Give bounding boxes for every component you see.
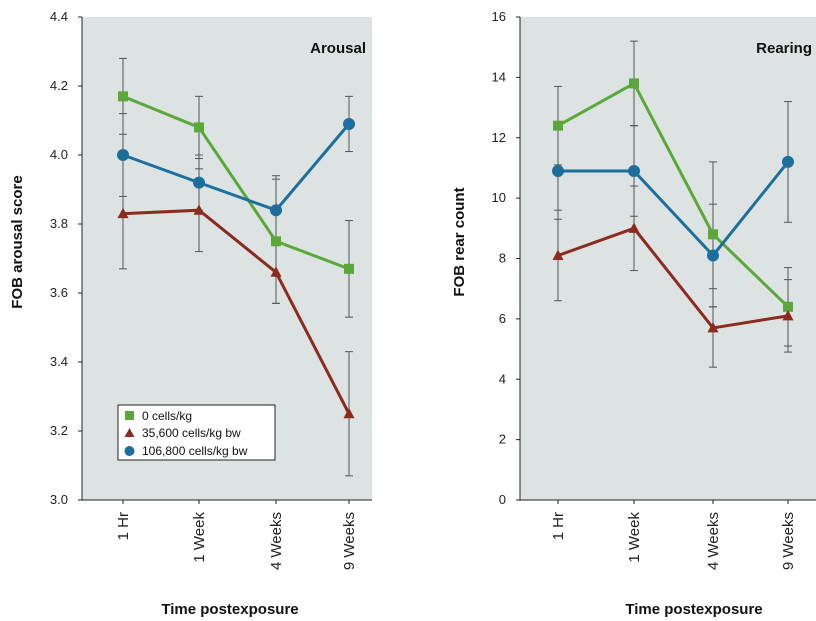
arousal-y-tick-label: 3.0 <box>50 492 68 507</box>
rearing-x-tick-label: 1 Week <box>626 512 643 563</box>
legend-marker-1 <box>124 428 135 437</box>
rearing-data-point <box>707 321 719 333</box>
arousal-x-axis-title: Time postexposure <box>161 601 298 618</box>
arousal-y-tick-label: 3.2 <box>50 423 68 438</box>
rearing-data-point <box>552 249 564 260</box>
arousal-x-tick-label: 1 Week <box>191 512 208 563</box>
rearing-x-ticks: 1 Hr 1 Week 4 Weeks 9 Weeks <box>550 500 797 570</box>
arousal-data-point <box>271 236 281 247</box>
arousal-data-point <box>344 263 354 274</box>
legend-label-0: 0 cells/kg <box>142 409 192 423</box>
arousal-data-point <box>343 407 355 419</box>
rearing-plot-background <box>520 17 816 500</box>
rearing-data-point <box>552 164 564 177</box>
rearing-x-tick-label: 4 Weeks <box>705 512 722 570</box>
legend-box <box>117 404 276 461</box>
arousal-data-point <box>194 122 204 133</box>
legend-label-2: 106,800 cells/kg bw <box>142 444 248 458</box>
rearing-series <box>552 40 794 368</box>
arousal-x-ticks: 1 Hr 1 Week 4 Weeks 9 Weeks <box>115 500 358 570</box>
rearing-y-tick-label: 0 <box>499 492 506 507</box>
rearing-data-point <box>629 78 639 89</box>
rearing-series-line-2 <box>558 160 790 258</box>
arousal-x-tick-label: 1 Hr <box>115 512 132 540</box>
arousal-series-line-2 <box>122 122 351 212</box>
arousal-y-tick-label: 4.4 <box>50 9 68 24</box>
arousal-series-line-1 <box>122 208 351 415</box>
rearing-y-ticks: 0 2 4 6 8 10 12 14 16 <box>492 9 520 507</box>
arousal-y-tick-label: 3.4 <box>50 354 68 369</box>
arousal-chart-title: Arousal <box>310 40 366 57</box>
rearing-series-line-0 <box>557 81 790 308</box>
rearing-data-point <box>708 229 718 240</box>
arousal-series <box>117 57 355 477</box>
arousal-y-tick-label: 3.6 <box>50 285 68 300</box>
legend-marker-2 <box>124 446 135 456</box>
rearing-data-point <box>628 222 640 233</box>
rearing-data-point <box>553 120 563 131</box>
rearing-y-tick-label: 6 <box>499 311 506 326</box>
rearing-chart: Rearing FOB rear count Time postexposure… <box>451 9 816 618</box>
arousal-y-tick-label: 4.0 <box>50 147 68 162</box>
arousal-y-tick-label: 4.2 <box>50 78 68 93</box>
rearing-y-tick-label: 2 <box>499 432 506 447</box>
rearing-x-tick-label: 9 Weeks <box>780 512 797 570</box>
rearing-y-tick-label: 10 <box>492 190 506 205</box>
legend-marker-0 <box>125 411 134 420</box>
legend: 0 cells/kg 35,600 cells/kg bw 106,800 ce… <box>117 404 276 461</box>
arousal-data-point <box>343 117 355 130</box>
arousal-data-point <box>117 149 129 161</box>
arousal-data-point <box>193 176 205 189</box>
arousal-y-ticks: 3.0 3.2 3.4 3.6 3.8 4.0 4.2 4.4 <box>50 9 82 507</box>
arousal-x-tick-label: 4 Weeks <box>268 512 285 570</box>
rearing-data-point <box>782 309 794 321</box>
legend-label-1: 35,600 cells/kg bw <box>142 426 241 440</box>
arousal-x-tick-label: 9 Weeks <box>341 512 358 570</box>
arousal-y-axis-title: FOB arousal score <box>9 175 26 308</box>
rearing-y-tick-label: 8 <box>499 251 506 266</box>
arousal-chart: Arousal FOB arousal score Time postexpos… <box>9 9 372 618</box>
rearing-data-point <box>783 301 793 312</box>
rearing-y-tick-label: 12 <box>492 130 506 145</box>
rearing-y-axis-title: FOB rear count <box>451 187 468 296</box>
rearing-chart-title: Rearing <box>756 40 812 57</box>
rearing-data-point <box>782 155 794 168</box>
arousal-data-point <box>118 91 128 102</box>
arousal-series-line-0 <box>122 94 350 271</box>
arousal-data-point <box>270 266 282 277</box>
rearing-y-tick-label: 14 <box>492 69 506 84</box>
rearing-x-tick-label: 1 Hr <box>550 512 567 540</box>
rearing-y-tick-label: 16 <box>492 9 506 24</box>
rearing-data-point <box>707 249 719 262</box>
rearing-series-line-1 <box>557 226 789 330</box>
arousal-y-tick-label: 3.8 <box>50 216 68 231</box>
arousal-data-point <box>193 204 205 215</box>
rearing-y-tick-label: 4 <box>499 371 506 386</box>
rearing-x-axis-title: Time postexposure <box>625 601 762 618</box>
arousal-data-point <box>117 207 129 219</box>
rearing-data-point <box>628 164 640 177</box>
arousal-data-point <box>270 204 282 217</box>
